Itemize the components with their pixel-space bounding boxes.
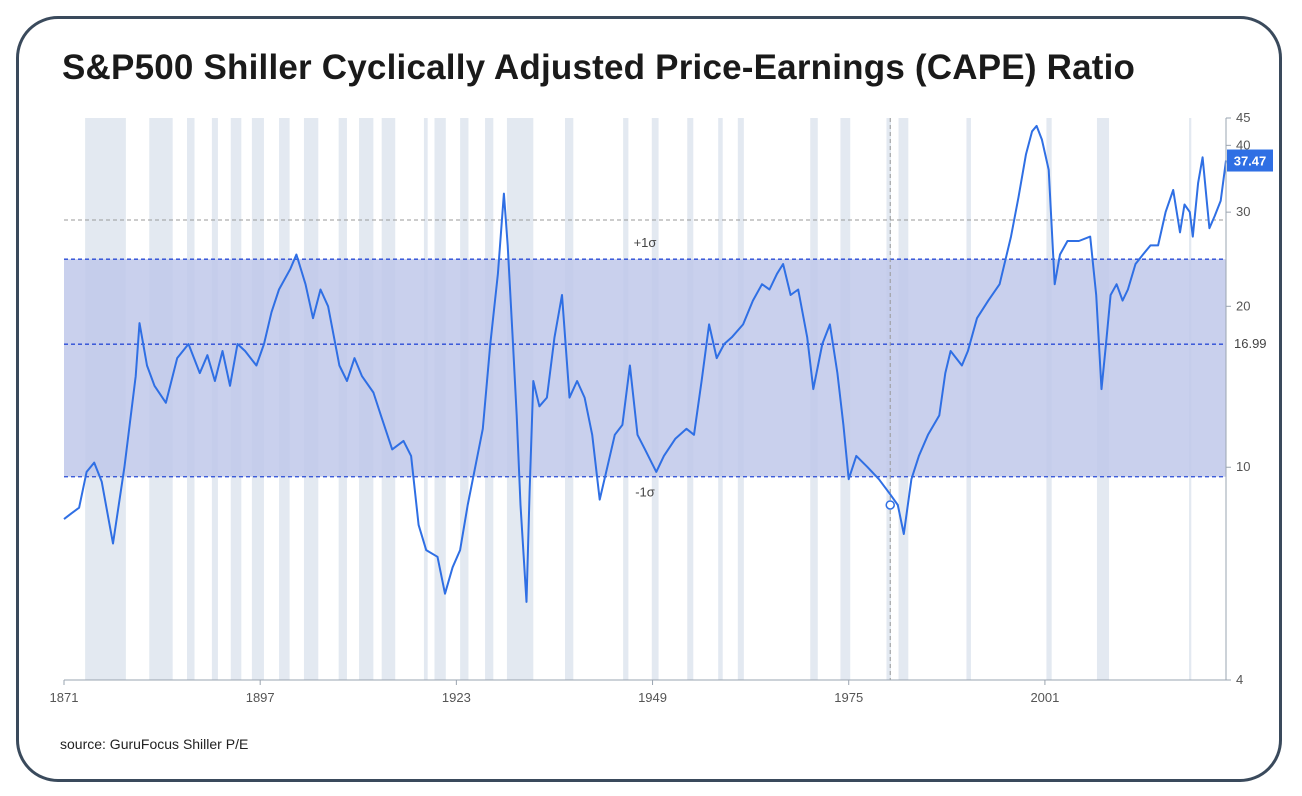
x-tick-label-1871: 1871 <box>50 690 79 705</box>
vertical-marker-point <box>885 500 895 510</box>
y-tick-label-4: 4 <box>1236 672 1243 687</box>
y-tick-label-10: 10 <box>1236 459 1250 474</box>
upper-sigma-label: +1σ <box>634 235 657 250</box>
current-value-label: 37.47 <box>1234 154 1267 169</box>
axes: 1871 1897 1923 1949 1975 2001 4 10 20 30 40 45 <box>50 110 1251 705</box>
sigma-band-fill <box>64 259 1226 477</box>
y-tick-label-45: 45 <box>1236 110 1250 125</box>
y-tick-label-20: 20 <box>1236 298 1250 313</box>
mean-value-label: 16.99 <box>1234 336 1267 351</box>
y-tick-label-40: 40 <box>1236 137 1250 152</box>
annotations: +1σ -1σ 16.99 37.47 <box>634 149 1273 500</box>
cape-series <box>63 124 1227 603</box>
x-tick-label-1897: 1897 <box>246 690 275 705</box>
source-note: source: GuruFocus Shiller P/E <box>60 736 249 752</box>
x-tick-label-1949: 1949 <box>638 690 667 705</box>
x-tick-label-1975: 1975 <box>834 690 863 705</box>
y-tick-label-30: 30 <box>1236 204 1250 219</box>
lower-sigma-label: -1σ <box>635 485 655 500</box>
sigma-band <box>64 258 1226 478</box>
current-value-badge <box>1227 149 1273 172</box>
reference-lines <box>64 118 1226 680</box>
x-tick-label-1923: 1923 <box>442 690 471 705</box>
chart-title: S&P500 Shiller Cyclically Adjusted Price… <box>62 48 1136 87</box>
x-tick-label-2001: 2001 <box>1030 690 1059 705</box>
series-line-0 <box>63 124 1227 603</box>
